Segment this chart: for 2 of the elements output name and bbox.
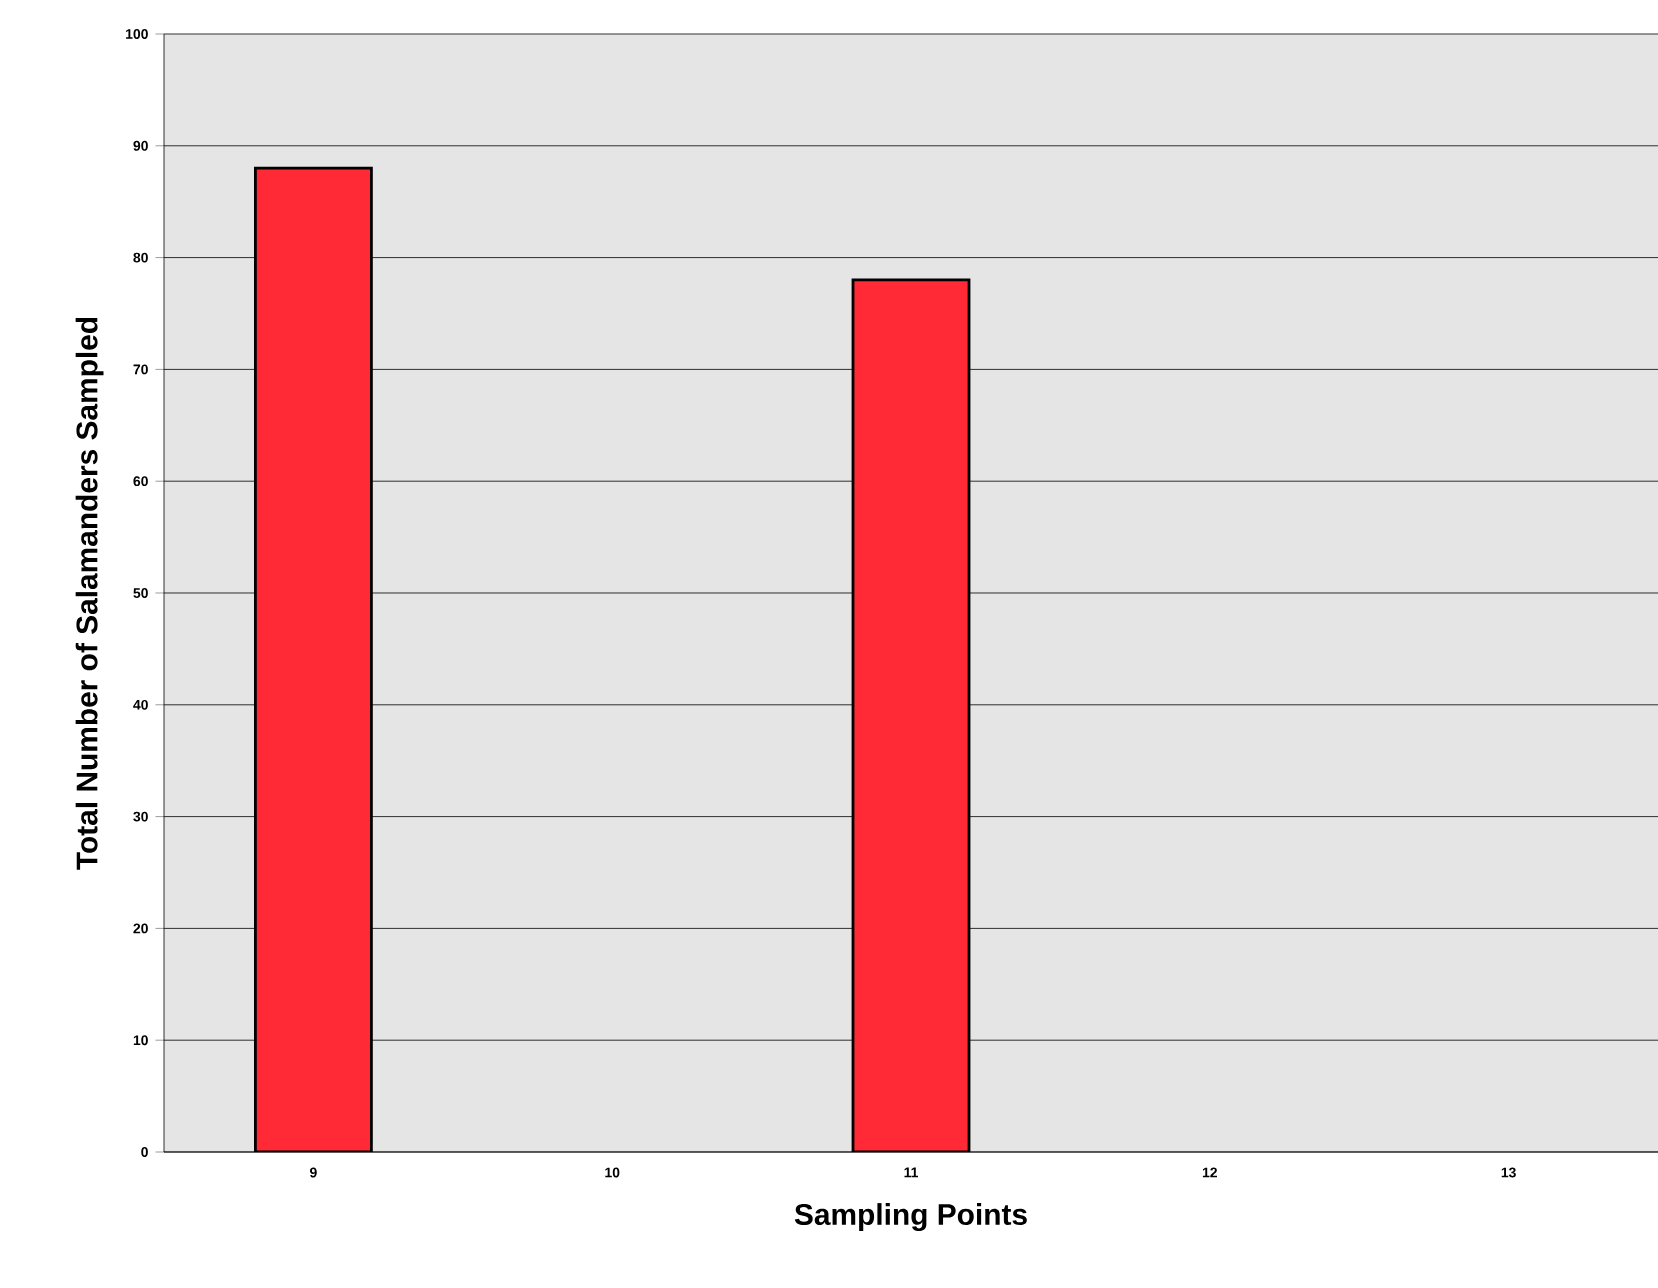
y-axis-title: Total Number of Salamanders Sampled	[75, 317, 104, 870]
x-axis-title: Sampling Points	[794, 1203, 1027, 1232]
